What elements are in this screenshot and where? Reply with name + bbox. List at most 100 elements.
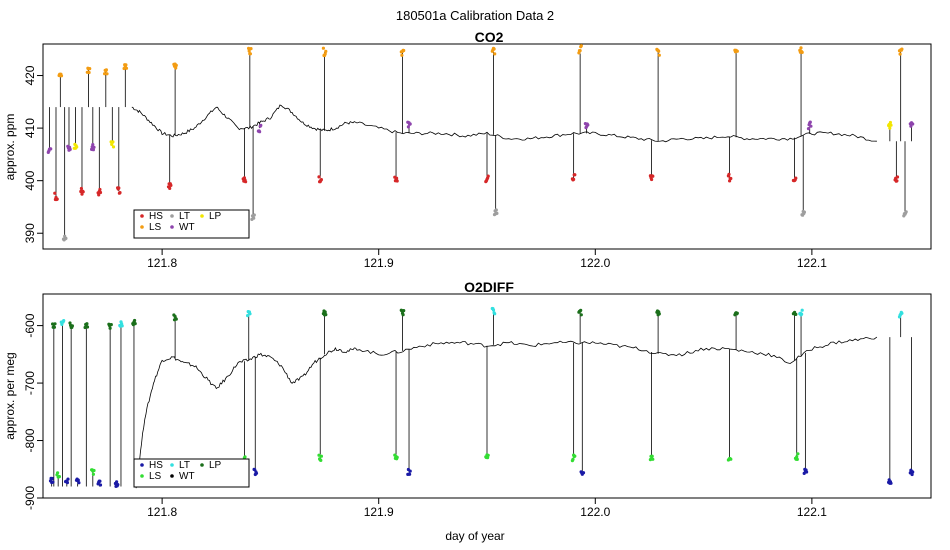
o2diff-calibration-point	[395, 455, 399, 459]
co2-calibration-point	[88, 67, 92, 71]
o2diff-calibration-lp	[399, 308, 406, 317]
o2diff-calibration-lp	[68, 321, 74, 330]
co2-calibration-point	[909, 124, 913, 128]
o2diff-calibration-point	[116, 483, 120, 487]
co2-title: CO2	[475, 29, 504, 45]
o2diff-legend: HS LT LP LS WT	[133, 458, 250, 488]
co2-calibration-point	[400, 53, 404, 57]
co2-calibration-hs	[393, 175, 399, 183]
o2diff-calibration-hs	[406, 467, 412, 476]
co2-calibration-lt	[492, 208, 499, 217]
o2diff-axes: 121.8 121.9 122.0 122.1 -900 -800 -700 -600	[23, 313, 827, 519]
co2-calibration-point	[895, 179, 899, 183]
co2-calibration-point	[898, 52, 902, 56]
co2-calibration-point	[319, 178, 323, 182]
co2-axes: 121.8 121.9 122.0 122.1 390 400 410 420	[23, 65, 827, 270]
o2diff-marks	[48, 306, 915, 489]
co2-calibration-point	[169, 183, 173, 187]
o2diff-calibration-lt	[897, 310, 904, 319]
o2diff-plot-frame	[42, 293, 932, 499]
o2diff-calibration-ls	[317, 453, 323, 462]
co2-calibration-point	[650, 177, 654, 182]
co2-calibration-hs	[570, 173, 577, 182]
co2-calibration-point	[259, 123, 263, 127]
co2-legend-label: LS	[149, 222, 162, 233]
o2diff-calibration-point	[56, 471, 60, 475]
o2diff-calibration-point	[408, 469, 412, 473]
co2-calibration-hs	[893, 175, 900, 183]
o2diff-legend-swatch	[170, 474, 174, 478]
o2diff-legend-label: WT	[179, 471, 195, 482]
o2diff-calibration-lt	[246, 310, 252, 318]
co2-calibration-point	[64, 236, 68, 240]
co2-calibration-point	[249, 47, 253, 51]
co2-calibration-ls	[490, 46, 497, 56]
co2-calibration-point	[105, 72, 109, 76]
o2diff-calibration-lp	[131, 318, 137, 327]
o2diff-calibration-point	[491, 308, 496, 312]
o2diff-calibration-hs	[887, 478, 893, 485]
co2-calibration-hs	[317, 175, 323, 184]
co2-calibration-point	[92, 145, 96, 149]
o2diff-calibration-hs	[252, 467, 259, 477]
o2diff-calibration-hs	[113, 480, 120, 488]
o2diff-y-axis-label: approx. per meg	[3, 352, 17, 439]
co2-calibration-point	[252, 213, 256, 217]
o2diff-calibration-point	[68, 321, 72, 325]
co2-calibration-point	[104, 68, 108, 72]
o2diff-calibration-ls	[793, 452, 800, 461]
co2-calibration-point	[573, 173, 577, 177]
o2diff-calibration-point	[323, 310, 327, 314]
o2diff-legend-box	[133, 458, 250, 488]
o2diff-calibration-hs	[579, 470, 586, 476]
co2-calibration-point	[406, 125, 410, 129]
co2-calibration-hs	[96, 187, 103, 197]
co2-calibration-hs	[791, 176, 798, 183]
co2-calibration-ls	[85, 66, 92, 75]
o2diff-calibration-point	[133, 318, 137, 323]
o2diff-calibration-point	[60, 322, 64, 326]
co2-calibration-point	[578, 49, 582, 53]
co2-legend: HS LT LP LS WT	[133, 209, 250, 239]
co2-calibration-point	[889, 123, 893, 127]
o2diff-calibration-point	[795, 455, 799, 459]
co2-calibration-wt	[406, 120, 412, 129]
co2-calibration-ls	[247, 46, 253, 56]
o2diff-calibration-point	[76, 478, 80, 482]
o2diff-legend-label: LP	[209, 460, 222, 471]
co2-y-tick-label: 420	[23, 65, 37, 85]
co2-calibration-point	[402, 48, 406, 53]
co2-calibration-point	[117, 186, 121, 190]
co2-calibration-point	[49, 147, 53, 151]
co2-x-tick-label: 122.0	[580, 256, 610, 270]
o2diff-calibration-point	[795, 457, 799, 461]
o2diff-legend-swatch	[140, 474, 144, 478]
co2-calibration-point	[59, 74, 64, 78]
co2-x-tick-label: 122.1	[797, 256, 827, 270]
o2diff-calibration-point	[650, 454, 654, 458]
co2-legend-label: WT	[179, 222, 195, 233]
co2-calibration-point	[168, 186, 172, 190]
o2diff-legend-label: LS	[149, 471, 162, 482]
o2diff-calibration-point	[324, 313, 328, 317]
o2diff-y-tick-label: -700	[23, 371, 37, 395]
co2-calibration-point	[799, 46, 803, 50]
o2diff-panel: O2DIFF approx. per meg 121.8 121.9 122.0 12…	[3, 279, 932, 519]
co2-calibration-point	[258, 130, 262, 134]
o2diff-calibration-point	[571, 457, 575, 461]
co2-calibration-point	[586, 123, 590, 127]
o2diff-x-tick-label: 121.9	[364, 505, 394, 519]
o2diff-calibration-point	[729, 457, 733, 461]
o2diff-calibration-point	[50, 476, 54, 481]
co2-calibration-point	[572, 177, 576, 181]
co2-calibration-ls	[733, 48, 739, 54]
o2diff-calibration-point	[910, 472, 914, 477]
co2-calibration-hs	[79, 186, 85, 196]
o2diff-calibration-point	[651, 457, 655, 461]
co2-legend-swatch	[170, 225, 174, 229]
o2diff-calibration-point	[248, 312, 252, 316]
co2-calibration-ls	[897, 47, 904, 56]
o2diff-calibration-point	[486, 453, 490, 457]
co2-calibration-lt	[902, 210, 908, 218]
